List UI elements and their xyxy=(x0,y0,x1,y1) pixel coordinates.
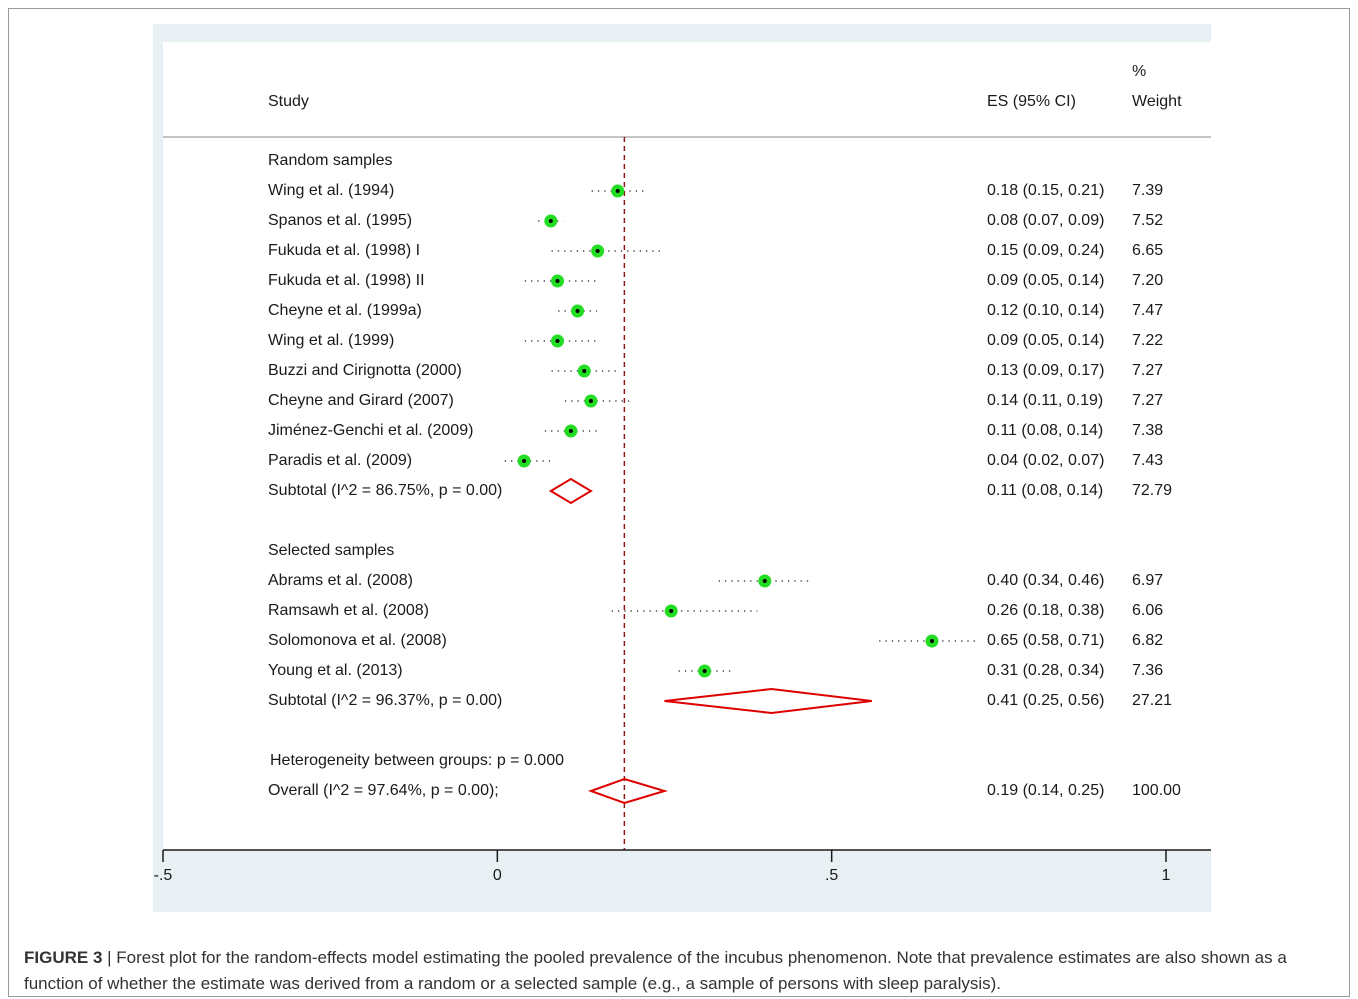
es-value: 0.14 (0.11, 0.19) xyxy=(987,392,1103,409)
weight-value: 7.52 xyxy=(1132,212,1163,229)
weight-value: 7.22 xyxy=(1132,332,1163,349)
subtotal-label: Subtotal (I^2 = 96.37%, p = 0.00) xyxy=(268,692,502,709)
weight-value: 7.47 xyxy=(1132,302,1163,319)
weight-value: 6.82 xyxy=(1132,632,1163,649)
study-name: Spanos et al. (1995) xyxy=(268,212,412,229)
weight-value: 7.39 xyxy=(1132,182,1163,199)
point-center xyxy=(615,189,620,193)
x-tick-label: 1 xyxy=(1162,867,1171,884)
weight-value: 7.43 xyxy=(1132,452,1163,469)
point-center xyxy=(555,279,560,283)
figure-caption: FIGURE 3 | Forest plot for the random-ef… xyxy=(24,945,1342,997)
point-center xyxy=(588,399,593,403)
weight-value: 6.97 xyxy=(1132,572,1163,589)
point-center xyxy=(669,609,674,613)
es-value: 0.12 (0.10, 0.14) xyxy=(987,302,1104,319)
caption-text: Forest plot for the random-effects model… xyxy=(24,948,1287,993)
es-value: 0.26 (0.18, 0.38) xyxy=(987,602,1104,619)
weight-value: 7.27 xyxy=(1132,362,1163,379)
study-name: Wing et al. (1994) xyxy=(268,182,394,199)
subtotal-diamond xyxy=(664,687,872,715)
es-value: 0.09 (0.05, 0.14) xyxy=(987,272,1104,289)
es-value: 0.11 (0.08, 0.14) xyxy=(987,422,1103,439)
es-value: 0.65 (0.58, 0.71) xyxy=(987,632,1104,649)
overall-diamond xyxy=(587,777,668,805)
es-value: 0.04 (0.02, 0.07) xyxy=(987,452,1104,469)
point-center xyxy=(595,249,600,253)
figure-frame xyxy=(8,8,1350,997)
es-value: 0.13 (0.09, 0.17) xyxy=(987,362,1104,379)
header-es: ES (95% CI) xyxy=(987,93,1076,110)
weight-value: 7.36 xyxy=(1132,662,1163,679)
subtotal-es: 0.11 (0.08, 0.14) xyxy=(987,482,1103,499)
es-value: 0.08 (0.07, 0.09) xyxy=(987,212,1104,229)
weight-value: 6.06 xyxy=(1132,602,1163,619)
study-name: Buzzi and Cirignotta (2000) xyxy=(268,362,462,379)
header-weight-percent: % xyxy=(1132,63,1146,80)
heterogeneity-text: Heterogeneity between groups: p = 0.000 xyxy=(270,752,564,769)
weight-value: 7.27 xyxy=(1132,392,1163,409)
subtotal-es: 0.41 (0.25, 0.56) xyxy=(987,692,1104,709)
header-study: Study xyxy=(268,93,309,110)
figure-label: FIGURE 3 xyxy=(24,948,103,967)
study-name: Wing et al. (1999) xyxy=(268,332,394,349)
es-value: 0.09 (0.05, 0.14) xyxy=(987,332,1104,349)
study-name: Young et al. (2013) xyxy=(268,662,403,679)
study-name: Ramsawh et al. (2008) xyxy=(268,602,429,619)
overall-weight: 100.00 xyxy=(1132,782,1181,799)
forest-plot: Study ES (95% CI)% Weight Random samples Win… xyxy=(154,63,1211,884)
study-name: Cheyne and Girard (2007) xyxy=(268,392,454,409)
group-title: Selected samples xyxy=(268,542,394,559)
study-name: Abrams et al. (2008) xyxy=(268,572,413,589)
point-center xyxy=(548,219,553,223)
point-center xyxy=(568,429,573,433)
point-center xyxy=(929,639,934,643)
es-value: 0.15 (0.09, 0.24) xyxy=(987,242,1104,259)
es-value: 0.31 (0.28, 0.34) xyxy=(987,662,1104,679)
weight-value: 7.20 xyxy=(1132,272,1163,289)
x-tick-label: -.5 xyxy=(154,867,173,884)
subtotal-diamond xyxy=(548,477,593,505)
point-center xyxy=(522,459,527,463)
study-name: Cheyne et al. (1999a) xyxy=(268,302,422,319)
point-center xyxy=(575,309,580,313)
es-value: 0.18 (0.15, 0.21) xyxy=(987,182,1104,199)
es-value: 0.40 (0.34, 0.46) xyxy=(987,572,1104,589)
overall-es: 0.19 (0.14, 0.25) xyxy=(987,782,1104,799)
point-center xyxy=(582,369,587,373)
study-name: Paradis et al. (2009) xyxy=(268,452,412,469)
overall-label: Overall (I^2 = 97.64%, p = 0.00); xyxy=(268,782,499,799)
study-name: Solomonova et al. (2008) xyxy=(268,632,447,649)
weight-value: 6.65 xyxy=(1132,242,1163,259)
x-tick-label: .5 xyxy=(825,867,838,884)
x-tick-label: 0 xyxy=(493,867,502,884)
study-name: Jiménez-Genchi et al. (2009) xyxy=(268,422,473,439)
caption-separator: | xyxy=(102,948,117,967)
point-center xyxy=(762,579,767,583)
subtotal-weight: 72.79 xyxy=(1132,482,1172,499)
subtotal-label: Subtotal (I^2 = 86.75%, p = 0.00) xyxy=(268,482,502,499)
weight-value: 7.38 xyxy=(1132,422,1163,439)
plot-area xyxy=(163,42,1211,850)
subtotal-weight: 27.21 xyxy=(1132,692,1172,709)
group-title: Random samples xyxy=(268,152,393,169)
header-weight: Weight xyxy=(1132,93,1182,110)
study-name: Fukuda et al. (1998) II xyxy=(268,272,425,289)
point-center xyxy=(702,669,707,673)
study-name: Fukuda et al. (1998) I xyxy=(268,242,420,259)
point-center xyxy=(555,339,560,343)
